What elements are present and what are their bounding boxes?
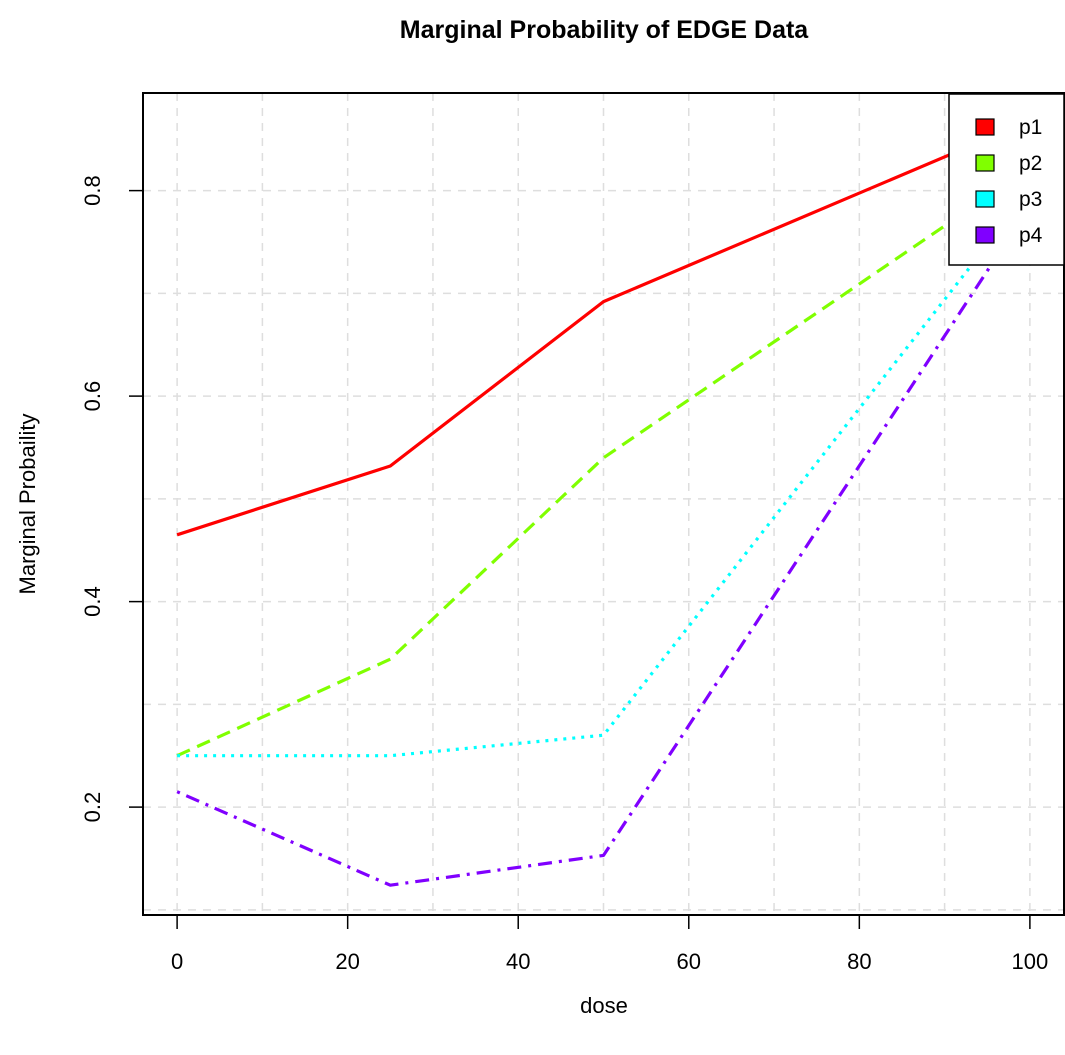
series-line-p1	[176, 119, 1031, 537]
y-axis: 0.2 0.4 0.6 0.8	[80, 175, 144, 823]
legend: p1 p2 p3 p4	[948, 93, 1065, 266]
legend-label-p1: p1	[1019, 116, 1042, 139]
x-tick-label: 40	[506, 949, 530, 974]
x-tick-label: 20	[335, 949, 359, 974]
y-tick-label: 0.4	[80, 586, 105, 617]
x-axis-label: dose	[580, 993, 628, 1018]
x-tick-label: 60	[677, 949, 701, 974]
legend-swatch-p2	[975, 154, 995, 172]
x-axis: 0 20 40 60 80 100	[171, 914, 1049, 974]
series-line-p4	[176, 205, 1032, 887]
grid-layer	[143, 93, 1064, 915]
y-tick-label: 0.8	[80, 175, 105, 206]
legend-swatch-p4	[975, 226, 995, 244]
series-layer	[176, 119, 1032, 887]
y-tick-label: 0.2	[80, 792, 105, 823]
x-tick-label: 80	[847, 949, 871, 974]
legend-box	[948, 93, 1065, 266]
x-tick-label: 0	[171, 949, 183, 974]
series-line-p2	[176, 166, 1031, 758]
legend-label-p3: p3	[1019, 188, 1042, 211]
legend-swatch-p3	[975, 190, 995, 208]
y-tick-label: 0.6	[80, 381, 105, 412]
x-tick-label: 100	[1012, 949, 1049, 974]
y-axis-label: Marginal Probaility	[15, 414, 40, 595]
legend-swatch-p1	[975, 118, 995, 136]
legend-label-p4: p4	[1019, 224, 1043, 247]
legend-label-p2: p2	[1019, 152, 1042, 175]
chart-title: Marginal Probability of EDGE Data	[400, 16, 809, 44]
